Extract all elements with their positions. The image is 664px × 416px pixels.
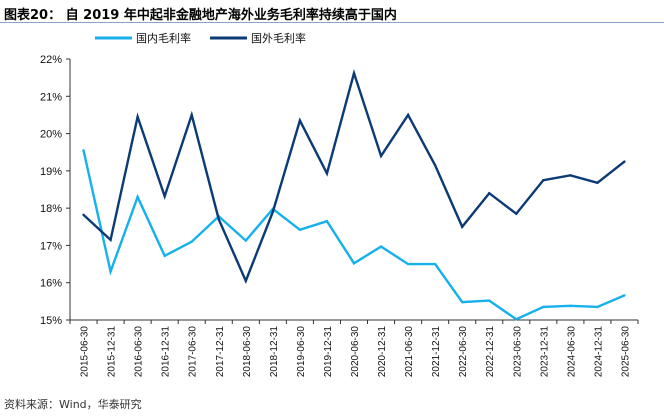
data-point xyxy=(298,119,302,122)
x-tick-label: 2018-06-30 xyxy=(242,326,253,378)
x-tick-label: 2024-12-31 xyxy=(593,326,604,378)
data-point xyxy=(82,149,85,152)
x-tick-label: 2015-12-31 xyxy=(107,326,118,378)
y-tick-label: 19% xyxy=(40,166,62,178)
data-point xyxy=(136,115,139,118)
y-tick-label: 15% xyxy=(40,315,62,327)
x-tick-label: 2019-06-30 xyxy=(296,326,307,378)
data-point xyxy=(82,213,85,217)
data-point xyxy=(623,160,626,163)
data-point xyxy=(190,240,193,243)
data-point xyxy=(623,294,626,297)
x-tick-label: 2017-06-30 xyxy=(188,326,199,378)
data-point xyxy=(298,228,302,231)
data-point xyxy=(163,254,166,258)
data-point xyxy=(244,279,248,283)
x-tick-label: 2017-12-31 xyxy=(215,326,226,378)
data-point xyxy=(542,178,545,182)
data-point xyxy=(433,164,437,167)
data-point xyxy=(244,239,248,242)
series-line-1 xyxy=(82,68,626,284)
x-tick-label: 2022-06-30 xyxy=(458,326,469,378)
data-point xyxy=(379,245,383,248)
data-point xyxy=(488,299,491,302)
y-tick-label: 21% xyxy=(40,91,62,103)
y-tick-label: 20% xyxy=(40,129,62,141)
data-point xyxy=(379,154,383,158)
x-tick-label: 2018-12-31 xyxy=(269,326,280,378)
x-tick-label: 2022-12-31 xyxy=(485,326,496,378)
x-tick-label: 2020-06-30 xyxy=(350,326,361,378)
data-point xyxy=(460,300,464,304)
data-point xyxy=(136,195,139,199)
data-point xyxy=(217,218,220,221)
x-tick-label: 2016-12-31 xyxy=(161,326,172,378)
y-tick-label: 17% xyxy=(40,240,62,252)
data-point xyxy=(596,305,599,309)
data-point xyxy=(406,262,410,266)
x-tick-label: 2021-06-30 xyxy=(404,326,415,378)
x-tick-label: 2025-06-30 xyxy=(620,326,631,378)
data-point xyxy=(515,318,518,321)
data-point xyxy=(406,113,410,117)
data-point xyxy=(488,192,491,195)
y-tick-label: 16% xyxy=(40,278,62,290)
data-point xyxy=(109,270,112,273)
data-point xyxy=(325,172,329,175)
x-tick-label: 2020-12-31 xyxy=(377,326,388,378)
y-tick-label: 22% xyxy=(40,54,62,66)
data-point xyxy=(163,195,166,198)
series-line-0 xyxy=(82,150,625,321)
x-tick-label: 2023-12-31 xyxy=(539,326,550,378)
x-tick-label: 2015-06-30 xyxy=(80,326,91,378)
y-tick-label: 18% xyxy=(40,203,62,215)
data-point xyxy=(271,210,275,214)
legend-label: 国内毛利率 xyxy=(136,31,191,45)
x-tick-label: 2016-06-30 xyxy=(134,326,145,378)
data-point xyxy=(569,174,572,177)
x-tick-label: 2019-12-31 xyxy=(323,326,334,378)
data-point xyxy=(190,113,193,117)
data-point xyxy=(352,262,356,265)
x-tick-label: 2024-06-30 xyxy=(566,326,577,378)
data-point xyxy=(596,181,599,184)
x-tick-label: 2021-12-31 xyxy=(431,326,442,378)
title-divider xyxy=(0,22,664,23)
figure-title: 图表20： 自 2019 年中起非金融地产海外业务毛利率持续高于国内 xyxy=(4,8,397,23)
data-point xyxy=(542,305,545,309)
data-point xyxy=(569,304,572,308)
data-point xyxy=(433,262,437,266)
data-point xyxy=(352,71,356,75)
x-tick-label: 2023-06-30 xyxy=(512,326,523,378)
data-point xyxy=(460,225,464,228)
data-point xyxy=(325,219,329,223)
source-note: 资料来源：Wind，华泰研究 xyxy=(4,398,142,411)
legend-label: 国外毛利率 xyxy=(251,31,306,45)
data-point xyxy=(515,212,518,215)
data-point xyxy=(109,238,112,242)
